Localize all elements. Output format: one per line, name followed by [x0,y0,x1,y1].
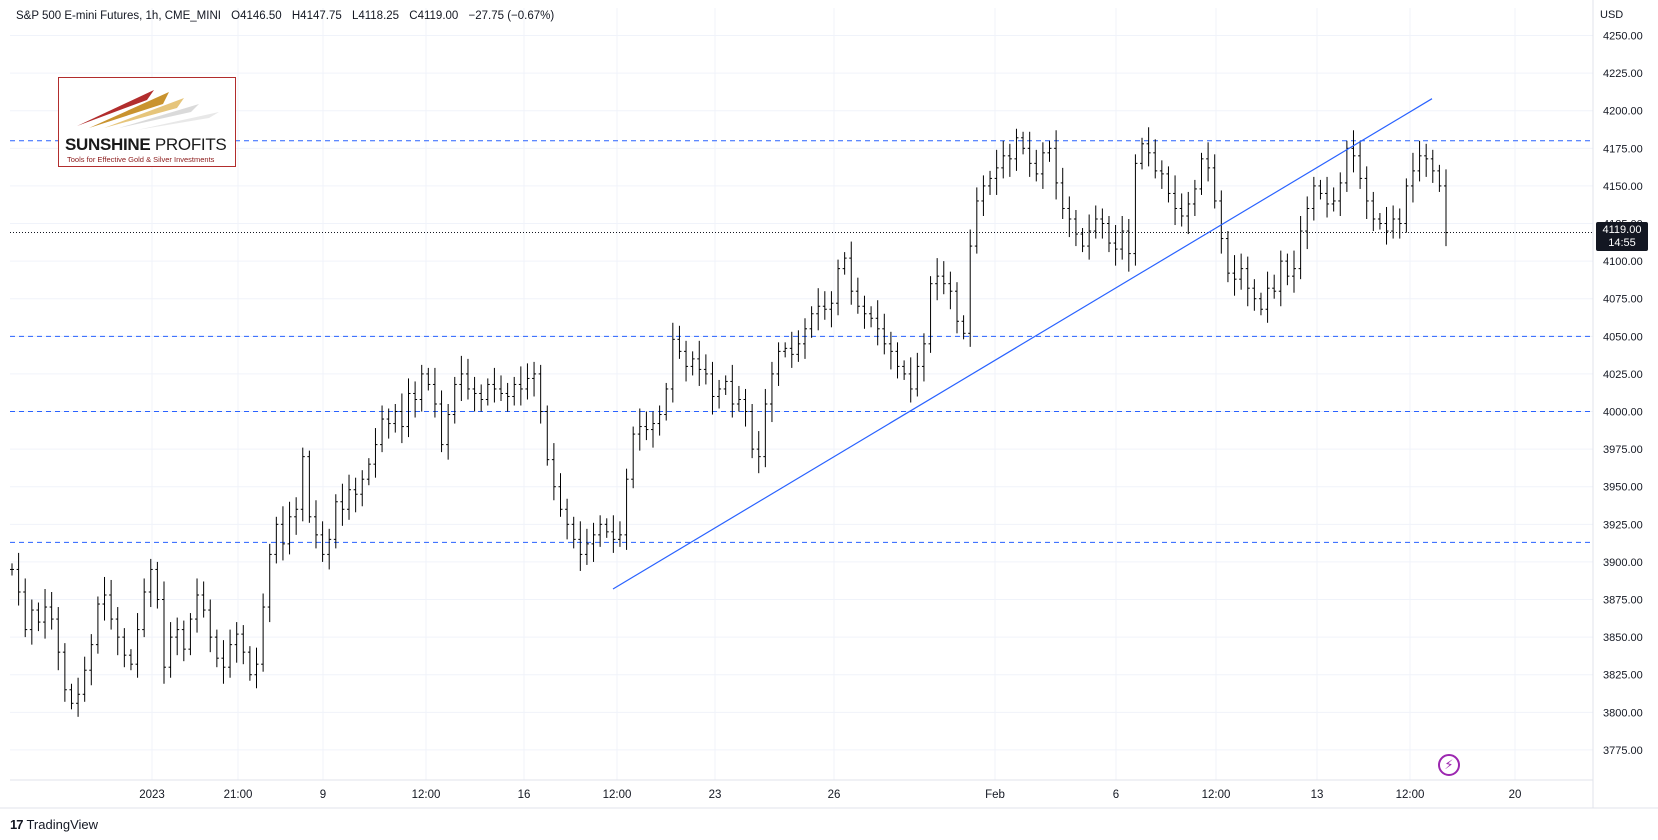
logo-arrow-icon [77,90,219,130]
change-value: −27.75 (−0.67%) [468,10,555,22]
low-value: L4118.25 [351,10,400,22]
logo-name: SUNSHINE PROFITS [65,135,227,154]
y-tick-label: 3900.00 [1603,557,1643,569]
x-tick-label: 12:00 [603,789,632,801]
y-tick-label: 3825.00 [1603,670,1643,682]
grid [10,8,1593,780]
trendline [612,98,1433,590]
support-resistance-levels [10,140,1593,543]
trendline-layer [612,98,1433,590]
x-tick-label: 21:00 [224,789,253,801]
y-tick-label: 3950.00 [1603,482,1643,494]
y-tick-label: 4025.00 [1603,369,1643,381]
close-value: C4119.00 [409,10,459,22]
tradingview-label: TradingView [26,817,99,832]
y-tick-label: 3975.00 [1603,444,1643,456]
y-tick-label: 4250.00 [1603,31,1643,43]
axes: 4250.004225.004200.004175.004150.004125.… [0,0,1658,809]
x-tick-label: 12:00 [412,789,441,801]
x-tick-label: 26 [828,789,841,801]
y-tick-label: 4050.00 [1603,331,1643,343]
y-tick-label: 3875.00 [1603,595,1643,607]
y-tick-label: 3850.00 [1603,632,1643,644]
x-tick-label: 9 [320,789,326,801]
high-value: H4147.75 [291,10,342,22]
symbol-header: S&P 500 E-mini Futures, 1h, CME_MINI O41… [16,10,561,22]
symbol-title[interactable]: S&P 500 E-mini Futures, 1h, CME_MINI [16,10,221,22]
x-tick-label: 12:00 [1202,789,1231,801]
y-tick-label: 3925.00 [1603,519,1643,531]
currency-label[interactable]: USD [1600,9,1624,21]
y-tick-label: 3800.00 [1603,707,1643,719]
y-tick-label: 3775.00 [1603,745,1643,757]
x-tick-label: 12:00 [1396,789,1425,801]
x-tick-label: 20 [1509,789,1522,801]
last-price-tag: 4119.00 14:55 [1596,222,1648,251]
x-tick-label: 6 [1113,789,1119,801]
tradingview-brand[interactable]: 17 TradingView [10,817,98,832]
y-tick-label: 4075.00 [1603,294,1643,306]
logo-tagline: Tools for Effective Gold & Silver Invest… [67,155,215,164]
x-tick-label: 23 [709,789,722,801]
y-tick-label: 4000.00 [1603,407,1643,419]
x-tick-label: 16 [518,789,531,801]
tradingview-logo-icon: 17 [10,817,24,832]
x-tick-label: Feb [985,789,1005,801]
lightning-icon[interactable]: ⚡ [1438,754,1460,776]
y-tick-label: 4150.00 [1603,181,1643,193]
x-tick-label: 13 [1311,789,1324,801]
y-tick-label: 4175.00 [1603,143,1643,155]
sunshine-profits-logo: SUNSHINE PROFITS Tools for Effective Gol… [58,77,236,167]
bar-countdown: 14:55 [1608,237,1636,249]
price-series [10,127,1448,717]
y-tick-label: 4100.00 [1603,256,1643,268]
x-tick-label: 2023 [139,789,165,801]
open-value: O4146.50 [231,10,282,22]
y-tick-label: 4225.00 [1603,68,1643,80]
last-price-value: 4119.00 [1602,224,1642,236]
y-tick-label: 4200.00 [1603,106,1643,118]
